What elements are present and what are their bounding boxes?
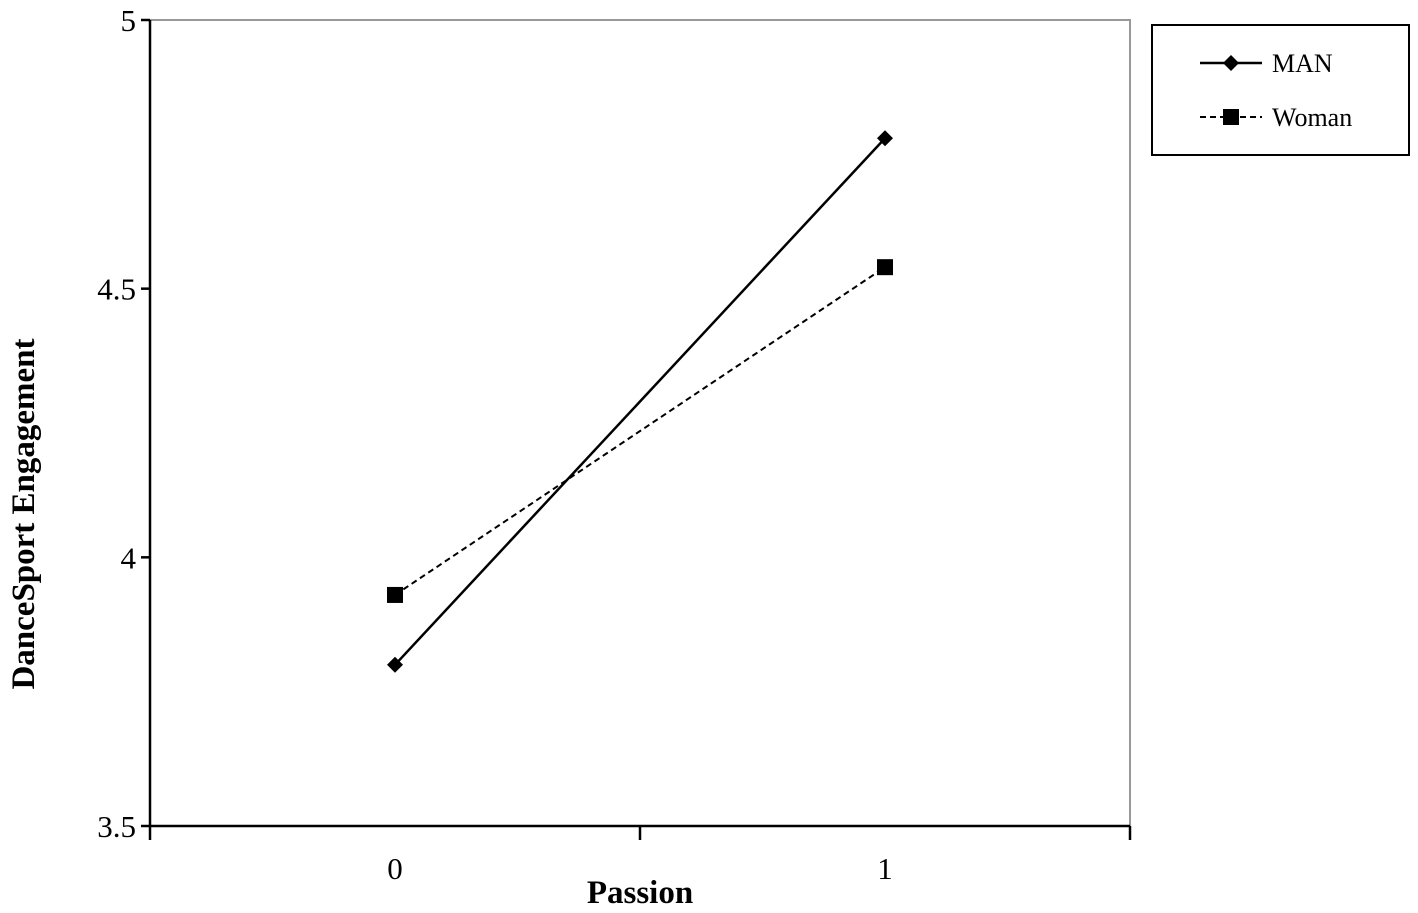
- series-line-woman: [394, 266, 886, 596]
- legend-items: MAN Woman: [1200, 49, 1352, 132]
- y-tick-label: 3.5: [97, 809, 136, 844]
- legend-label-woman: Woman: [1272, 103, 1352, 132]
- legend-marker-man: [1223, 55, 1239, 71]
- legend-marker-woman: [1223, 109, 1239, 125]
- y-tick-label: 4: [121, 540, 137, 575]
- y-tick-label: 5: [121, 3, 137, 38]
- legend-box: [1151, 24, 1410, 156]
- x-tick-label: 1: [877, 851, 893, 886]
- data-point-man: [387, 656, 403, 673]
- data-point-man: [877, 130, 893, 147]
- legend: MAN Woman: [1151, 24, 1410, 156]
- y-tick-label: 4.5: [97, 272, 136, 307]
- x-axis-title: Passion: [587, 875, 693, 911]
- y-axis-ticks: 3.5 4 4.5 5: [97, 3, 150, 844]
- x-tick-label: 0: [387, 851, 403, 886]
- data-point-woman: [877, 259, 893, 276]
- series-layer: [387, 130, 893, 673]
- data-point-woman: [387, 586, 403, 603]
- series-line-man: [394, 137, 886, 666]
- legend-label-man: MAN: [1272, 49, 1333, 78]
- y-axis-title: DanceSport Engagement: [6, 338, 42, 689]
- plot-area: [149, 19, 1131, 827]
